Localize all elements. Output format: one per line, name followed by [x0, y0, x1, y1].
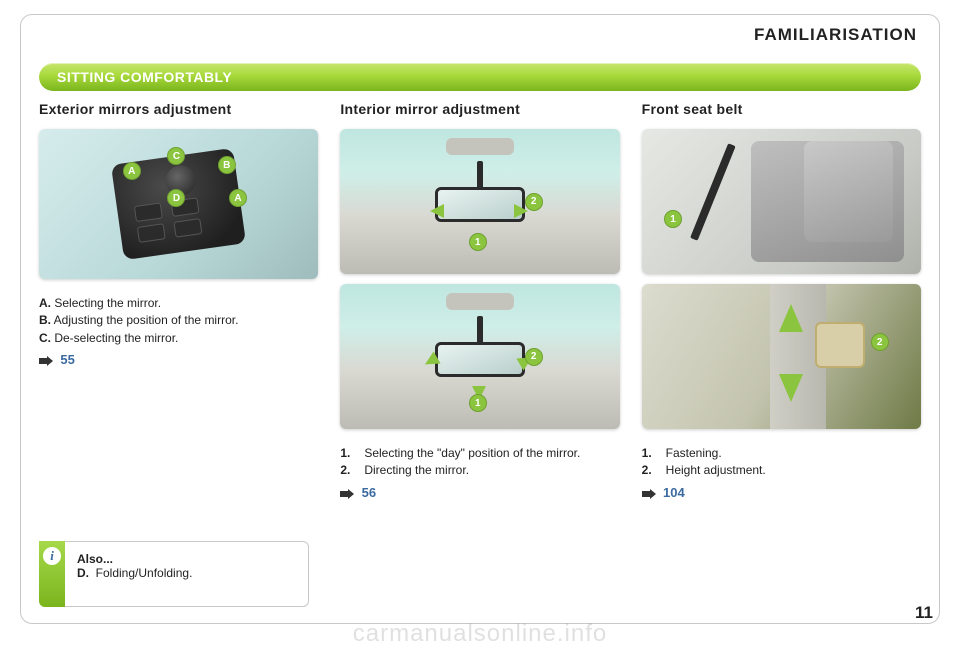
text-c: De-selecting the mirror. [54, 331, 178, 345]
col2-ref-num: 56 [362, 485, 376, 500]
marker-1: 1 [469, 233, 487, 251]
col2-image-1: 1 2 [340, 129, 619, 274]
col3-image-2: 2 [642, 284, 921, 429]
col3-image-1: 1 [642, 129, 921, 274]
text-b: Adjusting the position of the mirror. [54, 313, 239, 327]
page-frame: FAMILIARISATION SITTING COMFORTABLY Exte… [20, 14, 940, 624]
col-seat-belt: Front seat belt 1 2 1. Fastening. 2. Heigh… [642, 101, 921, 503]
marker-2: 2 [525, 193, 543, 211]
ref-arrow-icon [642, 489, 656, 499]
col3-text: 1. Fastening. 2. Height adjustment. 104 [642, 445, 921, 503]
arrow-icon [430, 204, 444, 218]
marker-2: 2 [525, 348, 543, 366]
text-2: Directing the mirror. [364, 462, 619, 479]
belt-height-adjuster-icon [815, 322, 865, 368]
panel-button-icon [134, 203, 163, 222]
label-1: 1. [642, 445, 660, 462]
col1-text: A. Selecting the mirror. B. Adjusting th… [39, 295, 318, 370]
section-bar-label: SITTING COMFORTABLY [57, 69, 232, 85]
text-a: Selecting the mirror. [54, 296, 161, 310]
col2-image-2: 1 2 [340, 284, 619, 429]
rearview-mirror-icon [435, 342, 524, 377]
col2-title: Interior mirror adjustment [340, 101, 619, 117]
text-1: Selecting the "day" position of the mirr… [364, 445, 619, 462]
rearview-mirror-icon [435, 187, 524, 222]
info-box: i Also... D. Folding/Unfolding. [39, 541, 309, 607]
label-1: 1. [340, 445, 358, 462]
col3-ref: 104 [642, 484, 921, 503]
marker-b: B [218, 156, 236, 174]
col1-ref-num: 55 [60, 352, 74, 367]
chapter-title: FAMILIARISATION [754, 25, 917, 45]
page-number: 11 [915, 603, 933, 623]
label-2: 2. [642, 462, 660, 479]
watermark: carmanualsonline.info [0, 620, 960, 648]
marker-a2: A [229, 189, 247, 207]
panel-button-icon [174, 218, 203, 237]
text-1: Fastening. [666, 445, 921, 462]
marker-2: 2 [871, 333, 889, 351]
info-icon: i [43, 547, 61, 565]
arrow-up-icon [779, 304, 803, 332]
col3-ref-num: 104 [663, 485, 685, 500]
col2-text: 1. Selecting the "day" position of the mi… [340, 445, 619, 503]
ref-arrow-icon [39, 356, 53, 366]
section-bar: SITTING COMFORTABLY [39, 63, 921, 91]
col-interior-mirror: Interior mirror adjustment 1 2 1 2 [340, 101, 619, 503]
col1-title: Exterior mirrors adjustment [39, 101, 318, 117]
label-b: B. [39, 313, 51, 327]
col3-title: Front seat belt [642, 101, 921, 117]
marker-1: 1 [469, 394, 487, 412]
dome-light-icon [446, 293, 513, 310]
col1-ref: 55 [39, 351, 318, 370]
info-tab: i [39, 541, 65, 607]
col-exterior-mirrors: Exterior mirrors adjustment A B C D A A.… [39, 101, 318, 503]
col1-image: A B C D A [39, 129, 318, 279]
seat-belt-icon [690, 143, 735, 240]
info-d-label: D. [77, 566, 89, 580]
label-c: C. [39, 331, 51, 345]
ref-arrow-icon [340, 489, 354, 499]
info-also: Also... [77, 552, 113, 566]
info-body: Also... D. Folding/Unfolding. [65, 541, 309, 607]
text-2: Height adjustment. [666, 462, 921, 479]
content-columns: Exterior mirrors adjustment A B C D A A.… [39, 101, 921, 503]
panel-button-icon [137, 223, 166, 242]
seat-back-icon [804, 141, 893, 243]
info-d-text: Folding/Unfolding. [96, 566, 193, 580]
marker-a: A [123, 162, 141, 180]
marker-1: 1 [664, 210, 682, 228]
dome-light-icon [446, 138, 513, 155]
label-2: 2. [340, 462, 358, 479]
col2-ref: 56 [340, 484, 619, 503]
arrow-down-icon [779, 374, 803, 402]
label-a: A. [39, 296, 51, 310]
